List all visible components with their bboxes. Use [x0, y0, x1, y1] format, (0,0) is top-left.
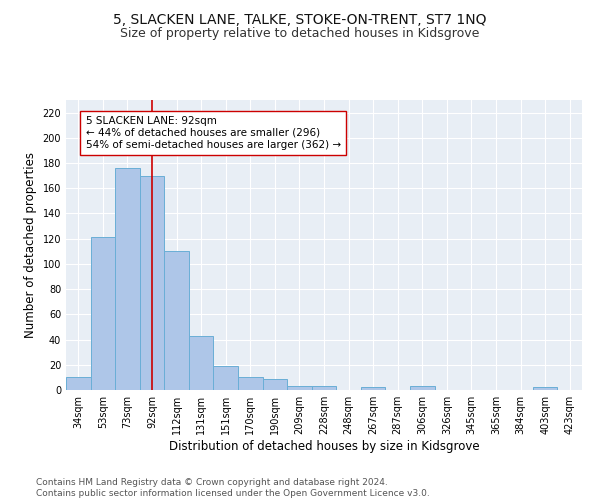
Bar — [263, 378, 287, 390]
Text: Contains HM Land Registry data © Crown copyright and database right 2024.
Contai: Contains HM Land Registry data © Crown c… — [36, 478, 430, 498]
X-axis label: Distribution of detached houses by size in Kidsgrove: Distribution of detached houses by size … — [169, 440, 479, 453]
Bar — [164, 252, 189, 390]
Bar — [361, 388, 385, 390]
Bar — [189, 336, 214, 390]
Bar — [214, 366, 238, 390]
Bar — [312, 386, 336, 390]
Y-axis label: Number of detached properties: Number of detached properties — [24, 152, 37, 338]
Bar — [115, 168, 140, 390]
Bar — [410, 386, 434, 390]
Bar — [91, 238, 115, 390]
Text: 5 SLACKEN LANE: 92sqm
← 44% of detached houses are smaller (296)
54% of semi-det: 5 SLACKEN LANE: 92sqm ← 44% of detached … — [86, 116, 341, 150]
Bar — [238, 378, 263, 390]
Bar — [533, 388, 557, 390]
Bar — [140, 176, 164, 390]
Text: 5, SLACKEN LANE, TALKE, STOKE-ON-TRENT, ST7 1NQ: 5, SLACKEN LANE, TALKE, STOKE-ON-TRENT, … — [113, 12, 487, 26]
Bar — [287, 386, 312, 390]
Text: Size of property relative to detached houses in Kidsgrove: Size of property relative to detached ho… — [121, 28, 479, 40]
Bar — [66, 378, 91, 390]
